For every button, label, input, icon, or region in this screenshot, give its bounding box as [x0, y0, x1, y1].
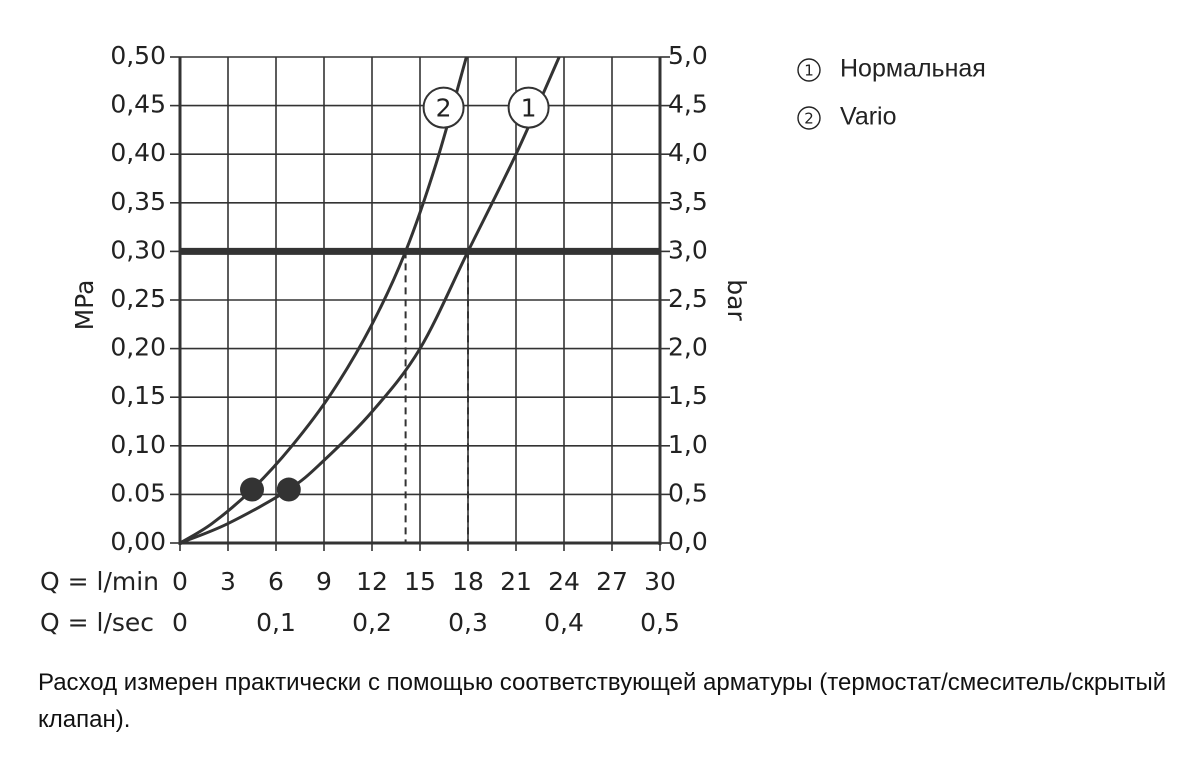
legend-number: 2 — [804, 110, 814, 128]
legend-number: 1 — [804, 62, 814, 80]
curve-tag-circle — [507, 86, 550, 129]
x2-tick-label: 0,3 — [448, 608, 488, 637]
y2-tick-label: 3,5 — [668, 187, 708, 216]
y2-tick-label: 2,5 — [668, 284, 708, 313]
curve — [179, 56, 561, 545]
curve-tag: 1 — [521, 94, 537, 123]
y-tick-label: 0,10 — [110, 430, 166, 459]
x-tick-label: 3 — [220, 567, 236, 596]
y-tick-label: 0,25 — [110, 284, 166, 313]
x-tick-label: 18 — [452, 567, 484, 596]
y2-tick-label: 1,5 — [668, 381, 708, 410]
x2-tick-label: 0,2 — [352, 608, 392, 637]
legend-label: Vario — [840, 103, 897, 131]
curve-tag: 2 — [436, 94, 452, 123]
y-tick-label: 0,00 — [110, 527, 166, 556]
x-tick-label: 12 — [356, 567, 388, 596]
y2-tick-label: 4,0 — [668, 138, 708, 167]
y2-tick-label: 1,0 — [668, 430, 708, 459]
y-tick-label: 0.05 — [110, 478, 166, 507]
y-tick-label: 0,45 — [110, 90, 166, 119]
legend-symbol — [797, 58, 821, 82]
y-tick-label: 0,20 — [110, 333, 166, 362]
y2-tick-label: 2,0 — [668, 333, 708, 362]
y-tick-label: 0,35 — [110, 187, 166, 216]
point-marker — [276, 477, 301, 502]
legend-symbol — [797, 106, 821, 130]
x-tick-label: 21 — [500, 567, 532, 596]
y2-tick-label: 4,5 — [668, 90, 708, 119]
y-tick-label: 0,50 — [110, 41, 166, 70]
x-tick-label: 0 — [172, 567, 188, 596]
x-tick-label: 9 — [316, 567, 332, 596]
x2-tick-label: 0,5 — [640, 608, 680, 637]
point-marker — [240, 477, 264, 502]
x-tick-label: 27 — [596, 567, 628, 596]
curve — [179, 56, 468, 545]
x2-tick-label: 0,4 — [544, 608, 584, 637]
x-tick-label: 24 — [548, 567, 580, 596]
y-tick-label: 0,30 — [110, 235, 166, 264]
y-tick-label: 0,40 — [110, 138, 166, 167]
y2-tick-label: 0,0 — [668, 527, 708, 556]
x-tick-label: 6 — [268, 567, 284, 596]
y-tick-label: 0,15 — [110, 381, 166, 410]
x2-tick-label: 0,1 — [256, 608, 296, 637]
curve-tag-circle — [422, 86, 465, 129]
legend-label: Нормальная — [840, 55, 986, 83]
y2-tick-label: 0,5 — [668, 478, 708, 507]
footnote: Расход измерен практически с помощью соо… — [38, 669, 1167, 733]
x-tick-label: 30 — [644, 567, 676, 596]
y2-tick-label: 3,0 — [668, 235, 708, 264]
x-tick-label: 15 — [404, 567, 436, 596]
y2-axis-label: bar — [722, 279, 751, 321]
x2-tick-label: 0 — [172, 608, 188, 637]
x2-axis-label: Q = l/sec — [40, 608, 154, 637]
x-axis-label: Q = l/min — [40, 567, 159, 596]
y2-tick-label: 5,0 — [668, 41, 708, 70]
y-axis-label: MPa — [70, 280, 99, 331]
